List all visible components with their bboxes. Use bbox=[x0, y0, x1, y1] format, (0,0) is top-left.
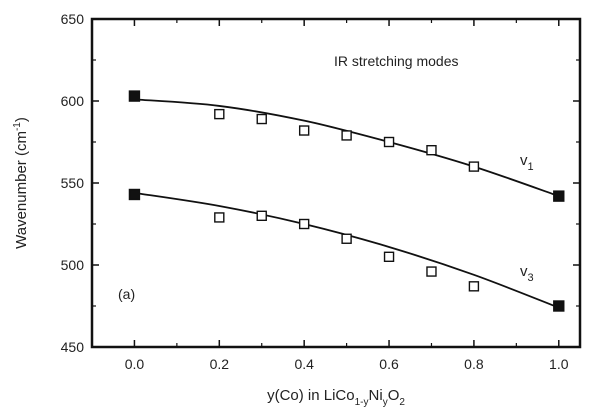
series-label-v1: v1 bbox=[520, 152, 534, 173]
point-v3 bbox=[256, 210, 267, 222]
point-v1 bbox=[341, 130, 352, 141]
y-axis-label: Wavenumber (cm-1) bbox=[12, 117, 30, 249]
x-tick-label: 0.0 bbox=[125, 356, 145, 372]
x-tick-label: 0.2 bbox=[210, 356, 230, 372]
point-v3 bbox=[553, 300, 565, 312]
point-v1 bbox=[298, 125, 310, 136]
point-v3 bbox=[341, 233, 352, 244]
point-v3 bbox=[468, 281, 480, 292]
y-tick-label: 500 bbox=[61, 257, 85, 273]
point-v3 bbox=[214, 212, 225, 223]
y-tick-label: 600 bbox=[61, 93, 85, 109]
point-v1 bbox=[553, 190, 565, 202]
data-points bbox=[128, 90, 565, 312]
point-v3 bbox=[298, 218, 310, 230]
point-v1 bbox=[256, 113, 267, 125]
x-tick-label: 0.8 bbox=[464, 356, 484, 372]
point-v3 bbox=[128, 188, 141, 201]
panel-label: (a) bbox=[118, 286, 135, 302]
point-v1 bbox=[383, 136, 395, 148]
point-v3 bbox=[383, 251, 395, 263]
point-v1 bbox=[214, 108, 225, 120]
y-axis-ticks: 450 500 550 600 650 bbox=[61, 11, 580, 355]
y-tick-label: 550 bbox=[61, 175, 85, 191]
y-tick-label: 450 bbox=[61, 339, 85, 355]
fit-curve-v3 bbox=[134, 191, 560, 309]
fit-curve-v1 bbox=[134, 98, 560, 197]
point-v1 bbox=[128, 90, 141, 102]
annotation-ir-stretching-modes: IR stretching modes bbox=[334, 53, 459, 69]
x-axis-label: y(Co) in LiCo1-yNiyO2 bbox=[267, 387, 405, 408]
x-axis-ticks: 0.0 0.2 0.4 0.6 0.8 1.0 bbox=[125, 19, 569, 372]
point-v1 bbox=[468, 161, 480, 172]
x-tick-label: 0.4 bbox=[294, 356, 314, 372]
point-v3 bbox=[426, 266, 437, 277]
x-tick-label: 1.0 bbox=[549, 356, 569, 372]
y-tick-label: 650 bbox=[61, 11, 85, 27]
series-label-v3: v3 bbox=[520, 263, 534, 284]
point-v1 bbox=[426, 144, 437, 156]
x-tick-label: 0.6 bbox=[379, 356, 399, 372]
